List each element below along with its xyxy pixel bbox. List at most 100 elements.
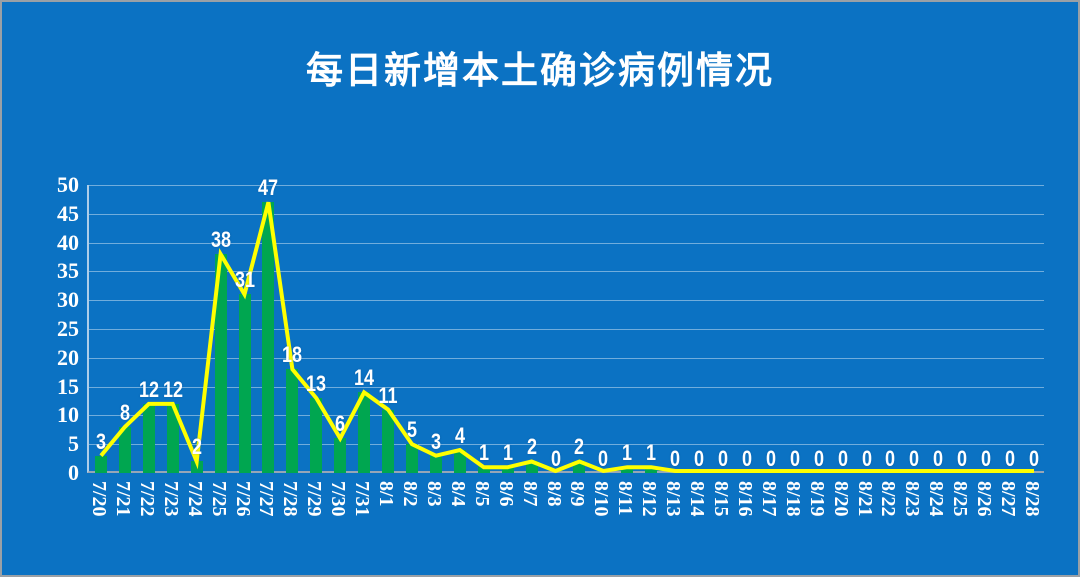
x-tick-label: 8/20 xyxy=(829,481,852,517)
x-tick-label: 8/8 xyxy=(542,481,565,507)
x-tick-label: 7/29 xyxy=(303,481,326,517)
y-tick-label: 25 xyxy=(57,316,79,341)
bar xyxy=(645,467,658,473)
data-label: 1 xyxy=(478,440,489,466)
data-label: 0 xyxy=(550,446,561,471)
data-label: 0 xyxy=(909,446,920,471)
x-tick-label: 8/24 xyxy=(925,481,948,517)
gridline-y45 xyxy=(89,213,1044,215)
x-tick-label: 8/4 xyxy=(446,481,469,507)
x-tick-label: 8/14 xyxy=(686,481,709,517)
bar xyxy=(310,398,323,473)
x-tick-label: 8/12 xyxy=(638,481,661,517)
data-label: 0 xyxy=(861,446,872,471)
chart-title: 每日新增本土确诊病例情况 xyxy=(306,50,774,91)
x-tick-label: 8/9 xyxy=(566,481,589,507)
bar xyxy=(453,449,466,473)
x-tick-label: 7/26 xyxy=(231,481,254,517)
y-tick-label: 5 xyxy=(68,431,79,457)
data-label: 2 xyxy=(526,434,537,460)
x-tick-label: 8/22 xyxy=(877,481,900,517)
data-label: 0 xyxy=(765,446,776,471)
data-label: 2 xyxy=(574,434,585,460)
x-tick-label: 7/30 xyxy=(327,481,350,517)
x-tick-label: 8/17 xyxy=(757,481,780,517)
data-label: 8 xyxy=(119,399,130,425)
data-label: 0 xyxy=(813,446,824,471)
plot-area: 3 8 12 12 2 38 31 47 18 13 6 14 11 5 3 4 1 1 2 0 2 0 1 1 0 0 0 0 0 0 0… xyxy=(87,175,1044,474)
gridline-y5 xyxy=(89,444,1044,446)
gridline-y40 xyxy=(89,242,1044,244)
data-label: 5 xyxy=(406,417,418,443)
bar xyxy=(238,294,251,473)
data-label: 13 xyxy=(306,371,327,397)
bar xyxy=(166,403,179,473)
x-tick-label: 8/6 xyxy=(494,481,517,507)
data-label: 12 xyxy=(162,376,183,402)
x-tick-label: 8/27 xyxy=(997,481,1020,517)
bar xyxy=(477,467,490,473)
data-label: 2 xyxy=(191,434,202,460)
x-tick-label: 8/16 xyxy=(733,481,756,517)
x-tick-label: 7/25 xyxy=(207,481,230,517)
x-tick-label: 8/28 xyxy=(1021,481,1044,517)
x-tick-label: 7/20 xyxy=(87,481,110,517)
data-label: 0 xyxy=(837,446,848,471)
data-label: 0 xyxy=(1005,446,1016,471)
x-tick-label: 7/21 xyxy=(111,481,134,517)
x-tick-label: 8/15 xyxy=(710,481,732,517)
y-tick-label: 15 xyxy=(57,373,79,399)
bar xyxy=(142,403,155,473)
x-tick-label: 8/26 xyxy=(973,481,996,517)
bar xyxy=(262,202,275,473)
bar xyxy=(525,461,538,473)
x-tick-label: 8/7 xyxy=(518,481,541,507)
x-tick-label: 7/28 xyxy=(279,481,302,517)
x-tick-label: 7/31 xyxy=(351,481,374,517)
gridline-y50 xyxy=(89,185,1044,186)
data-label: 0 xyxy=(789,446,800,471)
gridline-y15 xyxy=(89,386,1044,388)
bar xyxy=(334,438,347,473)
data-label: 1 xyxy=(622,440,633,466)
gridline-y10 xyxy=(89,415,1044,417)
trend-line xyxy=(99,201,1034,474)
x-tick-label: 7/23 xyxy=(159,481,182,517)
data-label: 6 xyxy=(335,411,346,437)
x-tick-label: 8/13 xyxy=(662,481,685,517)
x-tick-label: 8/21 xyxy=(853,481,876,517)
data-label: 1 xyxy=(502,440,513,466)
gridline-y20 xyxy=(89,357,1044,359)
x-tick-label: 7/27 xyxy=(255,481,278,517)
y-tick-label: 20 xyxy=(57,344,79,370)
data-label: 3 xyxy=(430,428,441,454)
gridline-y25 xyxy=(89,329,1044,330)
y-tick-label: 50 xyxy=(57,172,79,197)
gridline-y30 xyxy=(89,300,1044,302)
data-label: 0 xyxy=(694,446,705,471)
data-label: 1 xyxy=(646,440,657,466)
bar xyxy=(382,409,395,473)
bar xyxy=(118,426,131,473)
y-tick-label: 40 xyxy=(57,229,79,255)
x-tick-label: 8/19 xyxy=(805,481,828,517)
data-label: 0 xyxy=(885,446,896,471)
data-label: 0 xyxy=(933,446,944,471)
bar xyxy=(286,369,299,473)
data-label: 0 xyxy=(981,446,992,471)
x-tick-label: 8/5 xyxy=(470,481,493,507)
y-tick-label: 10 xyxy=(57,402,79,428)
gridline-y35 xyxy=(89,271,1044,273)
y-tick-label: 30 xyxy=(57,287,79,313)
bar xyxy=(214,254,227,473)
x-tick-label: 8/11 xyxy=(614,481,637,516)
data-label: 0 xyxy=(717,446,729,471)
bar xyxy=(358,392,371,473)
bar xyxy=(405,444,418,473)
data-label: 18 xyxy=(282,342,303,368)
y-tick-label: 45 xyxy=(57,200,79,226)
bar xyxy=(621,467,634,473)
data-label: 3 xyxy=(95,428,106,454)
bar xyxy=(429,455,442,473)
x-tick-label: 8/23 xyxy=(901,481,924,517)
